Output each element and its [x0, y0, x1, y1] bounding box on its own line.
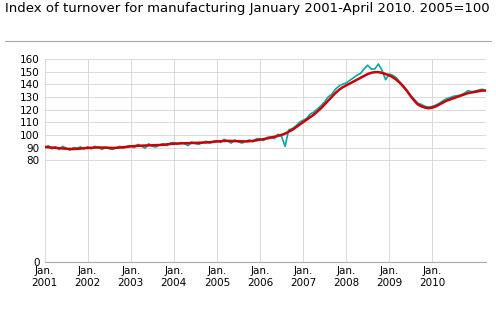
Text: Index of turnover for manufacturing January 2001-April 2010. 2005=100: Index of turnover for manufacturing Janu… [5, 2, 490, 15]
